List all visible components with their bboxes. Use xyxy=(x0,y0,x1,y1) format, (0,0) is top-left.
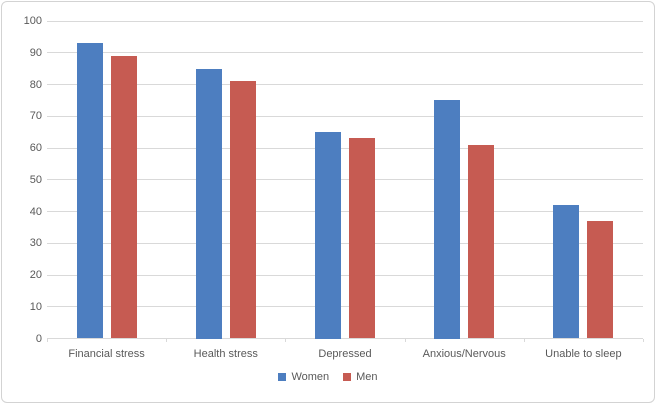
legend-label: Men xyxy=(356,371,378,383)
x-axis-tick xyxy=(285,338,287,342)
y-tick-label: 90 xyxy=(29,46,42,59)
y-tick-label: 70 xyxy=(29,110,42,123)
x-axis-tick xyxy=(404,338,406,342)
legend: Women Men xyxy=(2,371,654,383)
gridline xyxy=(47,306,643,308)
gridline xyxy=(47,338,643,339)
bar-women-financial-stress xyxy=(76,43,103,339)
gridline xyxy=(47,147,643,149)
bar-men-depressed xyxy=(349,138,375,339)
x-axis-tick xyxy=(166,338,168,342)
legend-item-men: Men xyxy=(343,371,378,383)
gridline xyxy=(47,115,643,117)
bar-men-unable-to-sleep xyxy=(587,221,614,339)
gridline xyxy=(47,20,643,22)
y-tick-label: 20 xyxy=(29,269,42,281)
category-label: Unable to sleep xyxy=(545,347,622,360)
legend-swatch-icon xyxy=(343,373,352,381)
x-axis-tick xyxy=(643,338,644,342)
x-axis-tick xyxy=(47,338,48,342)
bar-women-health-stress xyxy=(195,68,222,339)
bar-women-unable-to-sleep xyxy=(553,205,580,339)
legend-item-women: Women xyxy=(278,371,329,383)
gridline xyxy=(47,52,643,54)
x-axis-tick xyxy=(523,338,525,342)
bar-men-health-stress xyxy=(229,81,256,339)
y-tick-label: 40 xyxy=(29,205,42,218)
y-tick-label: 100 xyxy=(23,15,42,27)
category-label: Anxious/Nervous xyxy=(422,347,506,360)
y-tick-label: 30 xyxy=(29,237,42,250)
y-tick-label: 50 xyxy=(29,173,42,186)
gridline xyxy=(47,179,643,181)
bar-men-anxious-nervous xyxy=(468,144,495,339)
bar-women-depressed xyxy=(315,132,341,339)
bar-men-financial-stress xyxy=(110,55,137,339)
category-label: Depressed xyxy=(318,347,372,360)
y-tick-label: 0 xyxy=(35,332,42,345)
y-tick-label: 80 xyxy=(29,78,42,91)
y-tick-label: 10 xyxy=(29,300,42,313)
category-label: Financial stress xyxy=(68,347,145,360)
y-tick-label: 60 xyxy=(29,142,42,154)
gridline xyxy=(47,274,643,276)
gridline xyxy=(47,84,643,85)
gridline xyxy=(47,242,643,244)
category-label: Health stress xyxy=(193,347,258,360)
legend-swatch-icon xyxy=(278,373,287,381)
gridline xyxy=(47,211,643,212)
bar-women-anxious-nervous xyxy=(434,100,461,339)
legend-label: Women xyxy=(291,371,330,383)
